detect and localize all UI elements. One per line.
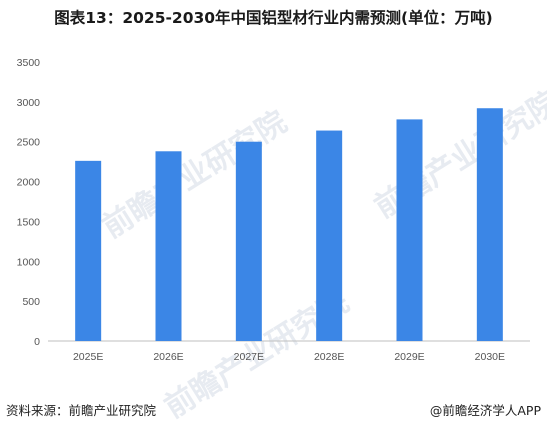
y-tick-label: 500 (22, 296, 40, 308)
chart-title: 图表13：2025-2030年中国铝型材行业内需预测(单位：万吨) (54, 9, 493, 27)
x-tick-label: 2027E (234, 351, 264, 363)
x-tick-label: 2029E (394, 351, 424, 363)
bar-2027E (235, 141, 262, 341)
y-tick-label: 1000 (17, 256, 41, 268)
bar-2028E (316, 130, 343, 341)
bar-2030E (476, 108, 503, 341)
bar-2026E (155, 151, 182, 341)
x-tick-label: 2025E (73, 351, 103, 363)
y-tick-label: 3500 (17, 57, 41, 69)
brand-label: @前瞻经济学人APP (429, 403, 541, 418)
source-note: 资料来源：前瞻产业研究院 (6, 403, 157, 418)
x-tick-label: 2030E (475, 351, 505, 363)
x-tick-label: 2028E (314, 351, 344, 363)
y-tick-label: 3000 (17, 97, 41, 109)
brand-credit: @前瞻经济学人APP (430, 400, 541, 419)
bar-2025E (75, 160, 102, 341)
y-tick-label: 1500 (17, 216, 41, 228)
y-tick-label: 2500 (17, 137, 41, 149)
y-tick-label: 2000 (17, 177, 41, 189)
y-tick-label: 0 (34, 336, 40, 348)
bar-2029E (396, 119, 423, 341)
x-tick-label: 2026E (153, 351, 183, 363)
